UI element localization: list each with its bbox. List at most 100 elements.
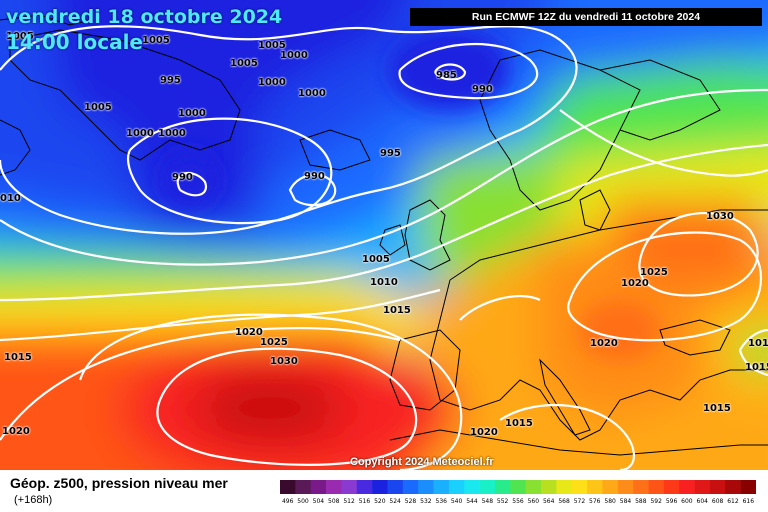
legend-value: 592 <box>650 498 662 505</box>
legend-swatch <box>494 480 511 494</box>
isobar-label: 1015 <box>703 403 731 414</box>
isobar-label: 1000 <box>258 77 286 88</box>
legend-swatch <box>587 480 603 494</box>
legend-value: 596 <box>666 498 678 505</box>
isobar-label: 1015 <box>505 418 533 429</box>
legend-swatch <box>740 480 756 494</box>
legend-swatch <box>356 480 373 494</box>
isobar-label: 990 <box>304 171 325 182</box>
legend-value: 508 <box>328 498 340 505</box>
isobars <box>0 25 768 470</box>
isobar-label: 1005 <box>362 254 390 265</box>
legend-swatch <box>448 480 465 494</box>
isobar-label: 1020 <box>2 426 30 437</box>
legend-value: 600 <box>681 498 693 505</box>
color-scale-legend: 496 500 504 508 512 516 520 524 528 532 536 540 544 5… <box>280 480 756 505</box>
isobar-label: 1000 <box>126 128 154 139</box>
legend-value: 612 <box>727 498 739 505</box>
legend-value: 532 <box>420 498 432 505</box>
legend-value: 516 <box>359 498 371 505</box>
legend-value: 576 <box>589 498 601 505</box>
isobar-label: 990 <box>472 84 493 95</box>
isobar-label: 1030 <box>706 211 734 222</box>
legend-swatch <box>418 480 434 494</box>
legend-swatch <box>479 480 496 494</box>
coastlines <box>0 14 768 456</box>
legend-value: 552 <box>497 498 509 505</box>
legend-value: 580 <box>604 498 616 505</box>
legend-swatch <box>387 480 404 494</box>
legend-swatch <box>341 480 358 494</box>
cutoff-lows <box>162 30 660 360</box>
isobar-label: 1005 <box>258 40 286 51</box>
isobar-label: 1010 <box>370 277 398 288</box>
legend-swatch <box>709 480 726 494</box>
legend-swatch <box>556 480 573 494</box>
legend-swatch <box>694 480 711 494</box>
isobar-label: 990 <box>172 172 193 183</box>
isobar-label: 1015 <box>4 352 32 363</box>
legend-swatch <box>663 480 680 494</box>
isobar-label: 1030 <box>270 356 298 367</box>
legend-value: 500 <box>297 498 309 505</box>
isobar-label: 1025 <box>260 337 288 348</box>
legend-value: 556 <box>512 498 524 505</box>
legend-swatch <box>648 480 665 494</box>
legend-swatch <box>295 480 311 494</box>
legend-value: 572 <box>574 498 586 505</box>
isobar-label: 1000 <box>280 50 308 61</box>
legend-swatch <box>464 480 480 494</box>
legend-value: 504 <box>313 498 325 505</box>
forecast-map <box>0 0 768 470</box>
legend-swatch <box>725 480 741 494</box>
legend-value: 548 <box>482 498 494 505</box>
legend-value: 568 <box>558 498 570 505</box>
legend-swatch <box>602 480 619 494</box>
isobar-label: 1020 <box>470 427 498 438</box>
legend-value: 608 <box>712 498 724 505</box>
legend-value: 528 <box>405 498 417 505</box>
legend-value: 524 <box>389 498 401 505</box>
isobar-label: 985 <box>436 70 457 81</box>
isobar-label: 1010 <box>748 338 768 349</box>
isobar-label: 010 <box>0 193 21 204</box>
isobar-label: 1005 <box>6 31 34 42</box>
isobar-label: 1000 <box>158 128 186 139</box>
legend-swatch <box>510 480 526 494</box>
legend-swatch <box>541 480 557 494</box>
legend-swatch <box>280 480 296 494</box>
copyright-text: Copyright 2024 Meteociel.fr <box>350 456 494 468</box>
legend-swatch <box>679 480 695 494</box>
isobar-label: 1015 <box>383 305 411 316</box>
isobar-label: 1005 <box>230 58 258 69</box>
legend-value: 536 <box>436 498 448 505</box>
isobar-label: 1020 <box>590 338 618 349</box>
legend-swatch <box>402 480 419 494</box>
forecast-date: vendredi 18 octobre 2024 <box>6 6 283 28</box>
isobar-label: 1025 <box>640 267 668 278</box>
legend-value: 512 <box>343 498 355 505</box>
legend-swatch <box>617 480 634 494</box>
legend-swatch <box>525 480 542 494</box>
parameter-title: Géop. z500, pression niveau mer <box>10 475 228 491</box>
legend-swatch <box>310 480 327 494</box>
isobar-label: 995 <box>380 148 401 159</box>
isobar-label: 1020 <box>621 278 649 289</box>
legend-value: 560 <box>528 498 540 505</box>
legend-value: 604 <box>697 498 709 505</box>
legend-swatch <box>433 480 450 494</box>
legend-swatch <box>571 480 588 494</box>
isobar-label: 995 <box>160 75 181 86</box>
isobar-label: 1005 <box>142 35 170 46</box>
isobar-label: 1000 <box>178 108 206 119</box>
forecast-time: 14:00 locale <box>6 30 143 54</box>
legend-value: 544 <box>466 498 478 505</box>
legend-value: 616 <box>743 498 755 505</box>
isobar-label: 1015 <box>745 362 768 373</box>
legend-value: 540 <box>451 498 463 505</box>
isobar-label: 1020 <box>235 327 263 338</box>
lead-time: (+168h) <box>14 494 53 506</box>
legend-value: 584 <box>620 498 632 505</box>
legend-swatch <box>326 480 342 494</box>
